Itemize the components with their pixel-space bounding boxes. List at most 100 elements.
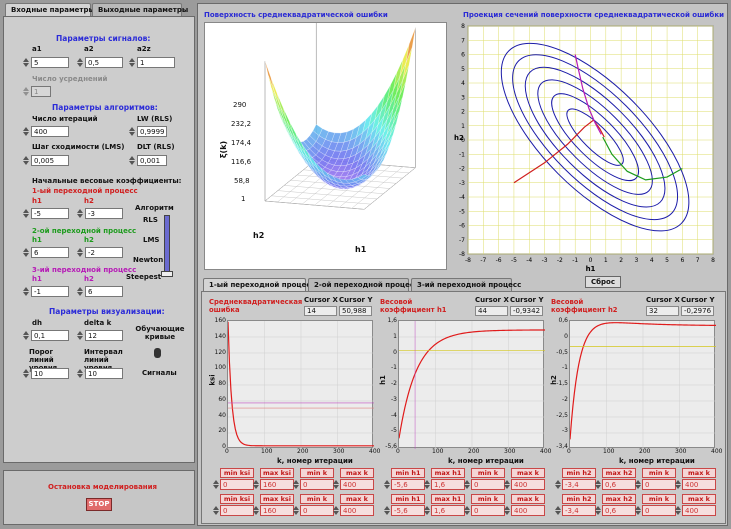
range-input[interactable]: -5,6 — [391, 479, 425, 490]
a2z-input[interactable]: 1 — [137, 57, 175, 68]
range-spinner[interactable] — [293, 505, 299, 516]
surface-plot[interactable]: 290 232,2 174,4 116,6 58,8 1 ξ(k) h1 h2 — [204, 19, 447, 270]
range-input[interactable]: 0 — [300, 479, 334, 490]
dlt-spinner[interactable] — [129, 155, 135, 166]
range-spinner[interactable] — [635, 479, 641, 490]
averaging-spinner[interactable] — [23, 86, 29, 97]
step-input[interactable]: 0,005 — [31, 155, 69, 166]
range-spinner[interactable] — [555, 505, 561, 516]
chart-plot-area[interactable] — [227, 320, 374, 449]
lw-spinner[interactable] — [129, 126, 135, 137]
range-spinner[interactable] — [213, 479, 219, 490]
range-input[interactable]: 0 — [220, 479, 254, 490]
p1-h2-spinner[interactable] — [77, 208, 83, 219]
p2-h1-input[interactable]: 6 — [31, 247, 69, 258]
range-input[interactable]: 0 — [300, 505, 334, 516]
range-spinner[interactable] — [253, 479, 259, 490]
p3-h2-input[interactable]: 6 — [85, 286, 123, 297]
range-spinner[interactable] — [293, 479, 299, 490]
range-input[interactable]: -3,4 — [562, 505, 596, 516]
algorithm-slider-track[interactable] — [164, 215, 170, 275]
range-input[interactable]: 1,6 — [431, 479, 465, 490]
range-spinner[interactable] — [213, 505, 219, 516]
range-input[interactable]: -3,4 — [562, 479, 596, 490]
iterations-spinner[interactable] — [23, 126, 29, 137]
contour-plot[interactable]: -8 -8 -7 -7 -6 -6 -5 -5 -4 -4 -3 -3 -2 -2 -1 -1 0 0 1 1 2 2 3 3… — [450, 22, 725, 274]
a2z-spinner[interactable] — [129, 57, 135, 68]
p3-h1-input[interactable]: -1 — [31, 286, 69, 297]
range-input[interactable]: 0 — [220, 505, 254, 516]
p2-h1-spinner[interactable] — [23, 247, 29, 258]
algorithm-slider-thumb[interactable] — [161, 271, 173, 277]
range-spinner[interactable] — [504, 479, 510, 490]
range-input[interactable]: 0 — [471, 479, 505, 490]
tab-process-3[interactable]: 3-ий переходной процесс — [411, 278, 521, 291]
threshold-input[interactable]: 10 — [31, 368, 69, 379]
tab-process-1[interactable]: 1-ый переходной процесс — [203, 278, 315, 291]
range-input[interactable]: 160 — [260, 505, 294, 516]
range-input[interactable]: 0 — [642, 505, 676, 516]
p1-h1-spinner[interactable] — [23, 208, 29, 219]
iterations-input[interactable]: 400 — [31, 126, 69, 137]
p1-h2-input[interactable]: -3 — [85, 208, 123, 219]
range-spinner[interactable] — [675, 505, 681, 516]
range-spinner[interactable] — [675, 479, 681, 490]
range-input[interactable]: 0 — [471, 505, 505, 516]
p3-h1-spinner[interactable] — [23, 286, 29, 297]
range-input[interactable]: 400 — [511, 505, 545, 516]
delta-spinner[interactable] — [77, 330, 83, 341]
dh-spinner[interactable] — [23, 330, 29, 341]
range-spinner[interactable] — [333, 479, 339, 490]
range-spinner[interactable] — [424, 479, 430, 490]
range-spinner[interactable] — [464, 479, 470, 490]
p2-h2-input[interactable]: -2 — [85, 247, 123, 258]
a1-spinner[interactable] — [23, 57, 29, 68]
interval-input[interactable]: 10 — [85, 368, 123, 379]
range-spinner[interactable] — [384, 479, 390, 490]
range-input[interactable]: 0,6 — [602, 505, 636, 516]
step-spinner[interactable] — [23, 155, 29, 166]
averaging-input[interactable]: 1 — [31, 86, 51, 97]
a1-input[interactable]: 5 — [31, 57, 69, 68]
range-spinner[interactable] — [464, 505, 470, 516]
chart-plot-area[interactable] — [569, 320, 717, 449]
reset-button[interactable]: Сброс — [585, 276, 621, 288]
range-spinner[interactable] — [635, 505, 641, 516]
range-spinner[interactable] — [595, 479, 601, 490]
tab-process-2[interactable]: 2-ой переходной процесс — [308, 278, 418, 291]
range-input[interactable]: 400 — [511, 479, 545, 490]
interval-spinner[interactable] — [77, 368, 83, 379]
tab-input-params[interactable]: Входные параметры — [5, 3, 95, 16]
chart-plot-area[interactable] — [398, 320, 546, 449]
range-input[interactable]: 400 — [340, 479, 374, 490]
a2-input[interactable]: 0,5 — [85, 57, 123, 68]
range-input[interactable]: 400 — [682, 505, 716, 516]
threshold-spinner[interactable] — [23, 368, 29, 379]
range-spinner[interactable] — [424, 505, 430, 516]
range-input[interactable]: -5,6 — [391, 505, 425, 516]
range-input[interactable]: 0,6 — [602, 479, 636, 490]
stop-button[interactable]: STOP — [86, 498, 112, 511]
range-spinner[interactable] — [504, 505, 510, 516]
range-spinner[interactable] — [595, 505, 601, 516]
tab-output-params[interactable]: Выходные параметры — [92, 3, 188, 16]
range-input[interactable]: 160 — [260, 479, 294, 490]
p1-h1-input[interactable]: -5 — [31, 208, 69, 219]
range-input[interactable]: 400 — [340, 505, 374, 516]
p2-h2-spinner[interactable] — [77, 247, 83, 258]
mode-toggle-switch[interactable] — [154, 348, 161, 358]
range-spinner[interactable] — [333, 505, 339, 516]
range-spinner[interactable] — [384, 505, 390, 516]
range-input[interactable]: 1,6 — [431, 505, 465, 516]
dh-input[interactable]: 0,1 — [31, 330, 69, 341]
p3-h2-spinner[interactable] — [77, 286, 83, 297]
a2-spinner[interactable] — [77, 57, 83, 68]
range-input[interactable]: 0 — [642, 479, 676, 490]
range-spinner[interactable] — [253, 505, 259, 516]
delta-input[interactable]: 12 — [85, 330, 123, 341]
range-input[interactable]: 400 — [682, 479, 716, 490]
range-spinner[interactable] — [555, 479, 561, 490]
lw-input[interactable]: 0,9999 — [137, 126, 167, 137]
dlt-input[interactable]: 0,001 — [137, 155, 167, 166]
x-tick-label: 300 — [675, 448, 687, 455]
